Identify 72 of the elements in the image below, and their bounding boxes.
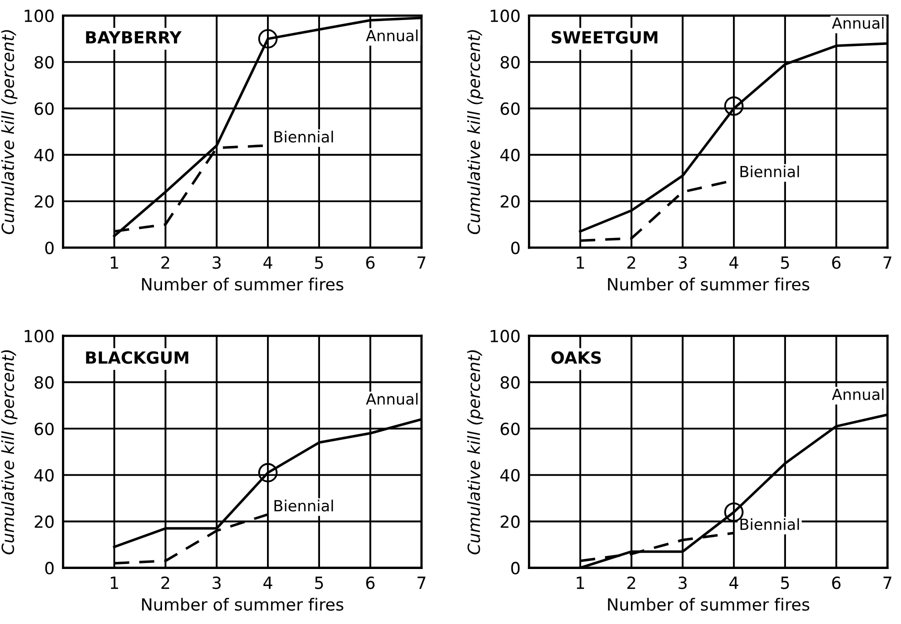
y-tick-label: 20 bbox=[500, 515, 520, 528]
y-tick-label: 60 bbox=[500, 422, 520, 436]
y-tick-label: 100 bbox=[24, 10, 54, 22]
x-tick-label: 7 bbox=[418, 256, 426, 269]
x-tick-label: 2 bbox=[627, 256, 636, 269]
series-label: Biennial bbox=[274, 130, 333, 143]
y-tick-label: 80 bbox=[500, 376, 520, 389]
y-axis-title: Cumulative kill (percent) bbox=[1, 350, 18, 554]
x-tick-label: 3 bbox=[678, 576, 687, 590]
y-tick-label: 20 bbox=[34, 515, 54, 528]
x-tick-label: 5 bbox=[781, 256, 789, 269]
y-tick-label: 40 bbox=[500, 148, 520, 162]
x-tick-label: 6 bbox=[366, 576, 375, 590]
text: BAYBERRY bbox=[86, 31, 182, 44]
x-tick-label: 4 bbox=[263, 576, 272, 589]
x-tick-label: 7 bbox=[884, 576, 892, 589]
x-tick-label: 6 bbox=[832, 576, 841, 590]
x-tick-label: 4 bbox=[729, 576, 738, 589]
x-tick-label: 1 bbox=[576, 576, 584, 589]
y-tick-label: 20 bbox=[34, 195, 54, 208]
y-tick-label: 60 bbox=[34, 102, 54, 115]
x-axis-title: Number of summer fires bbox=[608, 278, 810, 291]
series-label: Annual bbox=[832, 17, 884, 29]
x-tick-label: 4 bbox=[729, 256, 738, 269]
y-tick-label: 40 bbox=[34, 468, 54, 482]
x-tick-label: 5 bbox=[315, 576, 323, 590]
y-axis-title: Cumulative kill (percent) bbox=[1, 30, 18, 234]
x-axis-title: Number of summer fires bbox=[142, 598, 344, 611]
y-tick-label: 20 bbox=[500, 195, 520, 208]
x-tick-label: 4 bbox=[263, 256, 272, 269]
x-tick-label: 1 bbox=[110, 576, 118, 589]
series-label: Biennial bbox=[274, 500, 333, 512]
y-tick-label: 40 bbox=[34, 148, 54, 162]
x-axis-title: Number of summer fires bbox=[608, 598, 810, 611]
x-tick-label: 3 bbox=[212, 576, 221, 590]
x-tick-label: 7 bbox=[884, 256, 892, 269]
y-tick-label: 0 bbox=[511, 242, 520, 254]
x-tick-label: 6 bbox=[832, 256, 841, 269]
y-tick-label: 80 bbox=[500, 56, 520, 69]
x-tick-label: 2 bbox=[161, 576, 170, 589]
x-tick-label: 3 bbox=[678, 256, 687, 269]
x-tick-label: 3 bbox=[212, 256, 221, 269]
y-axis-title: Cumulative kill (percent) bbox=[467, 350, 484, 554]
text: SWEETGUM bbox=[552, 31, 658, 44]
series-label: Biennial bbox=[740, 518, 799, 530]
series-label: Biennial bbox=[740, 166, 799, 178]
y-tick-label: 60 bbox=[34, 422, 54, 436]
x-tick-label: 7 bbox=[418, 576, 426, 589]
series-label: Annual bbox=[832, 388, 884, 400]
y-tick-label: 100 bbox=[490, 10, 520, 22]
x-tick-label: 5 bbox=[315, 256, 323, 269]
y-tick-label: 80 bbox=[34, 56, 54, 69]
y-tick-label: 100 bbox=[24, 330, 54, 342]
y-axis-title: Cumulative kill (percent) bbox=[467, 30, 484, 234]
x-tick-label: 2 bbox=[161, 256, 170, 269]
x-axis-title: Number of summer fires bbox=[142, 278, 344, 291]
y-tick-label: 100 bbox=[490, 330, 520, 342]
text: BLACKGUM bbox=[86, 351, 188, 364]
y-tick-label: 60 bbox=[500, 102, 520, 115]
y-tick-label: 40 bbox=[500, 468, 520, 482]
y-tick-label: 80 bbox=[34, 376, 54, 389]
x-tick-label: 1 bbox=[110, 256, 118, 269]
text: OAKS bbox=[551, 351, 601, 364]
x-tick-label: 5 bbox=[781, 576, 789, 590]
y-tick-label: 0 bbox=[45, 242, 54, 254]
series-label: Annual bbox=[366, 392, 418, 405]
y-tick-label: 0 bbox=[511, 562, 520, 574]
x-tick-label: 1 bbox=[576, 256, 584, 269]
x-tick-label: 2 bbox=[627, 576, 636, 589]
series-label: Annual bbox=[366, 30, 418, 42]
y-tick-label: 0 bbox=[45, 562, 54, 574]
x-tick-label: 6 bbox=[366, 256, 375, 269]
